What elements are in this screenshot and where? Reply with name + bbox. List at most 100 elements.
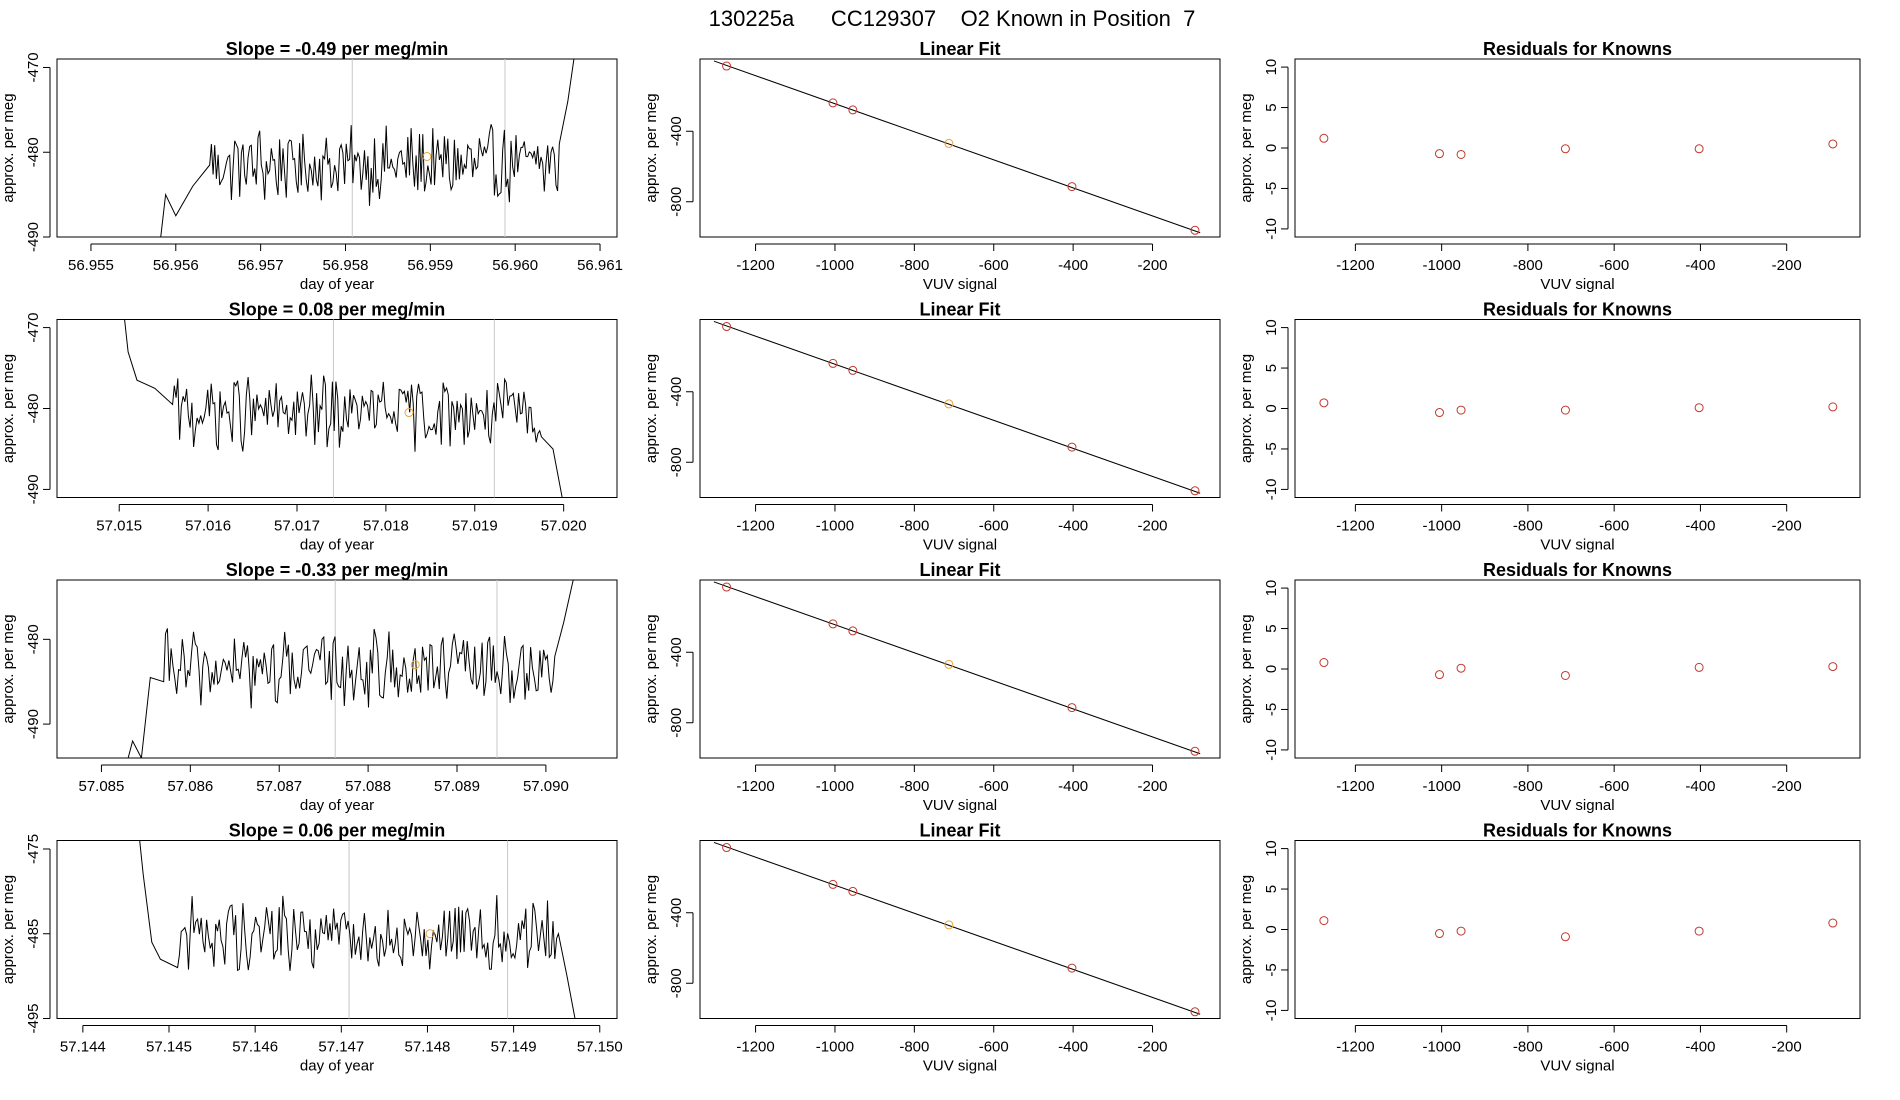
y-axis-label: approx. per meg bbox=[643, 354, 660, 463]
data-point bbox=[1190, 746, 1200, 756]
x-tick-label: -600 bbox=[1599, 778, 1629, 795]
x-tick-label: -1000 bbox=[1422, 1039, 1460, 1056]
x-axis-label: VUV signal bbox=[1540, 1058, 1614, 1075]
x-tick-label: -1000 bbox=[1422, 257, 1460, 274]
data-point bbox=[1319, 916, 1329, 926]
panel-r3-c1: Slope = -0.33 per meg/min 57.085 57.086 57.… bbox=[0, 560, 618, 814]
y-tick-label: -490 bbox=[25, 222, 42, 252]
series-line bbox=[127, 580, 574, 758]
plot-frame bbox=[56, 579, 618, 759]
panel-r1-c3: Residuals for Knowns -1200 -1000 -800 -600 -4… bbox=[1238, 39, 1861, 293]
plot-area bbox=[127, 580, 574, 758]
plot-area bbox=[713, 320, 1201, 496]
y-tick-label: -475 bbox=[25, 834, 42, 864]
x-tick-label: 56.958 bbox=[323, 257, 369, 274]
x-axis-label: VUV signal bbox=[1540, 797, 1614, 814]
panel-title: Slope = 0.06 per meg/min bbox=[229, 821, 446, 841]
x-tick-label: -400 bbox=[1058, 778, 1088, 795]
data-point bbox=[1560, 144, 1570, 154]
x-tick-label: -400 bbox=[1685, 257, 1715, 274]
x-tick-label: 56.959 bbox=[407, 257, 453, 274]
data-point bbox=[1434, 408, 1444, 418]
x-tick-label: -200 bbox=[1772, 518, 1802, 535]
x-axis-label: VUV signal bbox=[923, 276, 997, 293]
x-axis-label: day of year bbox=[300, 276, 374, 293]
page-title: 130225a CC129307 O2 Known in Position 7 bbox=[709, 6, 1196, 31]
x-tick-label: 57.020 bbox=[541, 518, 587, 535]
x-tick-label: -1000 bbox=[1422, 778, 1460, 795]
data-point bbox=[848, 105, 858, 115]
data-point bbox=[1190, 1007, 1200, 1017]
x-tick-label: -800 bbox=[899, 1039, 929, 1056]
x-tick-label: -1200 bbox=[1336, 257, 1374, 274]
data-point bbox=[1694, 662, 1704, 672]
plot-frame bbox=[1294, 579, 1861, 759]
data-point bbox=[944, 659, 954, 669]
x-tick-label: 57.088 bbox=[345, 778, 391, 795]
x-tick-label: 57.018 bbox=[363, 518, 409, 535]
y-tick-label: -400 bbox=[668, 116, 685, 146]
panel-r3-c3: Residuals for Knowns -1200 -1000 -800 -600 -4… bbox=[1238, 560, 1861, 814]
data-point bbox=[1434, 929, 1444, 939]
x-tick-label: -200 bbox=[1138, 257, 1168, 274]
y-axis-label: approx. per meg bbox=[1238, 614, 1255, 723]
panel-r4-c2: Linear Fit -1200 -1000 -800 -600 -400 -200 VUV … bbox=[643, 821, 1221, 1075]
y-tick-label: 10 bbox=[1263, 580, 1280, 597]
y-tick-label: 5 bbox=[1263, 885, 1280, 893]
panel-r2-c2: Linear Fit -1200 -1000 -800 -600 -400 -200 VUV … bbox=[643, 300, 1221, 554]
y-axis-label: approx. per meg bbox=[643, 875, 660, 984]
x-tick-label: -400 bbox=[1058, 257, 1088, 274]
panel-title: Slope = 0.08 per meg/min bbox=[229, 300, 446, 320]
fit-line bbox=[713, 841, 1201, 1015]
x-tick-label: -1000 bbox=[816, 1039, 854, 1056]
y-tick-label: -480 bbox=[25, 624, 42, 654]
plot-area bbox=[124, 319, 563, 498]
x-tick-label: 57.015 bbox=[96, 518, 142, 535]
panel-title: Slope = -0.33 per meg/min bbox=[226, 560, 449, 580]
data-point bbox=[1694, 403, 1704, 413]
data-point bbox=[1456, 149, 1466, 159]
panel-title: Residuals for Knowns bbox=[1483, 39, 1672, 59]
plot-frame bbox=[56, 840, 618, 1019]
y-tick-label: -400 bbox=[668, 898, 685, 928]
y-tick-label: -800 bbox=[668, 447, 685, 477]
y-axis-label: approx. per meg bbox=[1238, 354, 1255, 463]
data-point bbox=[1067, 703, 1077, 713]
x-tick-label: 57.144 bbox=[60, 1039, 106, 1056]
data-point bbox=[404, 408, 414, 418]
y-tick-label: 5 bbox=[1263, 364, 1280, 372]
data-point bbox=[410, 660, 420, 670]
x-tick-label: -1200 bbox=[736, 518, 774, 535]
panel-title: Linear Fit bbox=[919, 560, 1000, 580]
x-tick-label: -600 bbox=[979, 518, 1009, 535]
panel-r4-c3: Residuals for Knowns -1200 -1000 -800 -600 -4… bbox=[1238, 821, 1861, 1075]
data-point bbox=[944, 399, 954, 409]
plot-area bbox=[1319, 133, 1838, 159]
y-tick-label: -800 bbox=[668, 708, 685, 738]
x-tick-label: -1000 bbox=[816, 257, 854, 274]
x-axis-label: day of year bbox=[300, 537, 374, 554]
x-tick-label: -1200 bbox=[1336, 778, 1374, 795]
x-tick-label: 57.147 bbox=[318, 1039, 364, 1056]
x-tick-label: -1000 bbox=[1422, 518, 1460, 535]
data-point bbox=[1560, 405, 1570, 415]
data-point bbox=[1560, 932, 1570, 942]
plot-frame bbox=[1294, 58, 1861, 238]
y-tick-label: -10 bbox=[1263, 739, 1280, 761]
plot-frame bbox=[699, 579, 1221, 759]
fit-line bbox=[713, 581, 1201, 755]
plot-area bbox=[713, 581, 1201, 756]
plot-area bbox=[713, 60, 1201, 235]
x-tick-label: -400 bbox=[1685, 778, 1715, 795]
y-tick-label: -400 bbox=[668, 377, 685, 407]
x-tick-label: -1200 bbox=[736, 1039, 774, 1056]
data-point bbox=[1190, 225, 1200, 235]
panel-r2-c1: Slope = 0.08 per meg/min 57.015 57.016 57.0… bbox=[0, 300, 618, 554]
data-point bbox=[828, 98, 838, 108]
y-tick-label: 0 bbox=[1263, 144, 1280, 152]
data-point bbox=[1560, 670, 1570, 680]
x-tick-label: -1200 bbox=[736, 778, 774, 795]
data-point bbox=[944, 138, 954, 148]
x-tick-label: -600 bbox=[1599, 518, 1629, 535]
